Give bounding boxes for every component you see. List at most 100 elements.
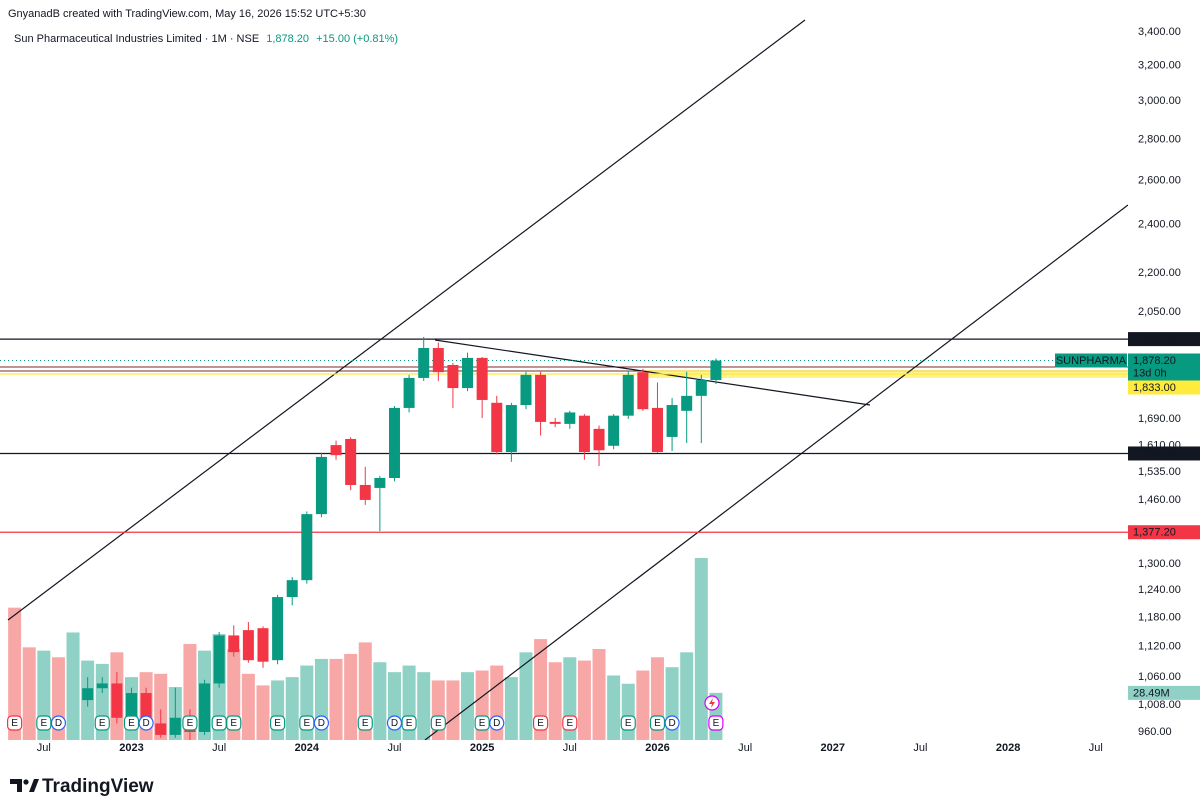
- event-badge: [123, 715, 140, 731]
- level-label: 1,377.20: [1133, 527, 1176, 539]
- brand-name: TradingView: [42, 776, 154, 797]
- candle-body: [82, 688, 94, 701]
- candle-body: [272, 597, 284, 661]
- volume-bar: [694, 558, 708, 740]
- candle-body: [622, 374, 634, 416]
- candle-body: [681, 395, 693, 411]
- candles: [82, 336, 722, 740]
- y-tick-label: 1,300.00: [1138, 558, 1181, 570]
- candle-body: [345, 438, 357, 485]
- x-tick-label: Jul: [913, 742, 927, 754]
- candle-body: [491, 402, 503, 453]
- x-tick-label: Jul: [387, 742, 401, 754]
- volume-bar: [329, 658, 343, 740]
- y-tick-label: 1,690.00: [1138, 413, 1181, 425]
- volume-bar: [636, 670, 650, 740]
- candle-body: [549, 421, 561, 424]
- event-badge: [211, 715, 227, 731]
- trend-line: [7, 19, 806, 621]
- event-label: D: [142, 718, 149, 729]
- volume-bar: [446, 680, 460, 740]
- candle-body: [637, 372, 649, 410]
- volume-bar: [607, 675, 621, 740]
- volume-bar: [548, 662, 562, 740]
- candle-body: [695, 380, 707, 396]
- y-tick-label: 1,535.00: [1138, 466, 1181, 478]
- event-badge: [313, 715, 330, 731]
- event-badge: [532, 715, 549, 731]
- volume-bar: [592, 649, 606, 740]
- event-badge: [620, 715, 636, 731]
- candle-body: [301, 514, 313, 581]
- candle-body: [403, 377, 415, 408]
- event-label: E: [216, 718, 223, 729]
- trend-line: [424, 204, 1128, 740]
- volume-bar: [271, 680, 285, 740]
- event-badge: [94, 715, 110, 731]
- legend-price: 1,878.20: [266, 33, 309, 45]
- candle-body: [213, 635, 225, 684]
- event-label: D: [55, 718, 62, 729]
- x-tick-label: Jul: [212, 742, 226, 754]
- event-badge: [269, 715, 286, 731]
- event-badge: [357, 715, 373, 731]
- candle-body: [651, 407, 663, 453]
- event-badge: [562, 715, 578, 731]
- x-tick-label: 2023: [119, 742, 143, 754]
- y-tick-label: 2,050.00: [1138, 306, 1181, 318]
- y-tick-label: 2,400.00: [1138, 219, 1181, 231]
- volume-bar: [66, 632, 80, 740]
- candle-body: [578, 415, 590, 453]
- event-badge: [386, 715, 403, 731]
- event-label: E: [99, 718, 106, 729]
- candle-body: [155, 723, 167, 735]
- y-tick-label: 1,460.00: [1138, 494, 1181, 506]
- event-badge: [36, 715, 52, 731]
- x-tick-label: Jul: [37, 742, 51, 754]
- candle-body: [520, 374, 532, 406]
- event-label: E: [713, 718, 720, 729]
- candle-body: [608, 415, 620, 446]
- x-tick-label: Jul: [738, 742, 752, 754]
- brand-logo: [10, 779, 39, 792]
- event-badge: [664, 715, 680, 731]
- candle-body: [476, 357, 488, 400]
- y-tick-label: 3,200.00: [1138, 59, 1181, 71]
- volume-bar: [256, 685, 270, 740]
- event-label: E: [128, 718, 135, 729]
- event-label: E: [303, 718, 310, 729]
- event-label: D: [668, 718, 675, 729]
- candle-body: [199, 683, 211, 732]
- event-badge: [430, 715, 446, 731]
- axes: 3,400.00 3,200.00 3,000.00 2,800.00 2,600.00…: [37, 26, 1181, 754]
- event-label: E: [566, 718, 573, 729]
- candle-body: [228, 635, 240, 653]
- candle-body: [169, 717, 181, 735]
- candle-body: [432, 348, 444, 373]
- candle-body: [710, 360, 722, 381]
- trend-line: [434, 339, 871, 406]
- x-tick-label: 2025: [470, 742, 494, 754]
- event-badge: [7, 715, 23, 731]
- drawings: [0, 19, 1128, 740]
- y-tick-label: 3,000.00: [1138, 95, 1181, 107]
- candle-body: [374, 477, 386, 488]
- volume-label-box: [1128, 685, 1200, 700]
- volume-bar: [344, 653, 358, 740]
- symbol-tag: [1055, 353, 1127, 368]
- candle-body: [593, 428, 605, 451]
- event-label: E: [406, 718, 413, 729]
- candle-body: [359, 484, 371, 500]
- volume-label: 28.49M: [1133, 687, 1170, 699]
- candle-body: [257, 628, 269, 662]
- event-badge: [489, 715, 505, 731]
- event-label: E: [362, 718, 369, 729]
- event-label: D: [493, 718, 500, 729]
- candle-body: [564, 412, 576, 424]
- candle-body: [286, 580, 298, 598]
- event-label: E: [274, 718, 281, 729]
- level-label: 1,833.00: [1133, 382, 1176, 394]
- volume-bar: [373, 662, 387, 740]
